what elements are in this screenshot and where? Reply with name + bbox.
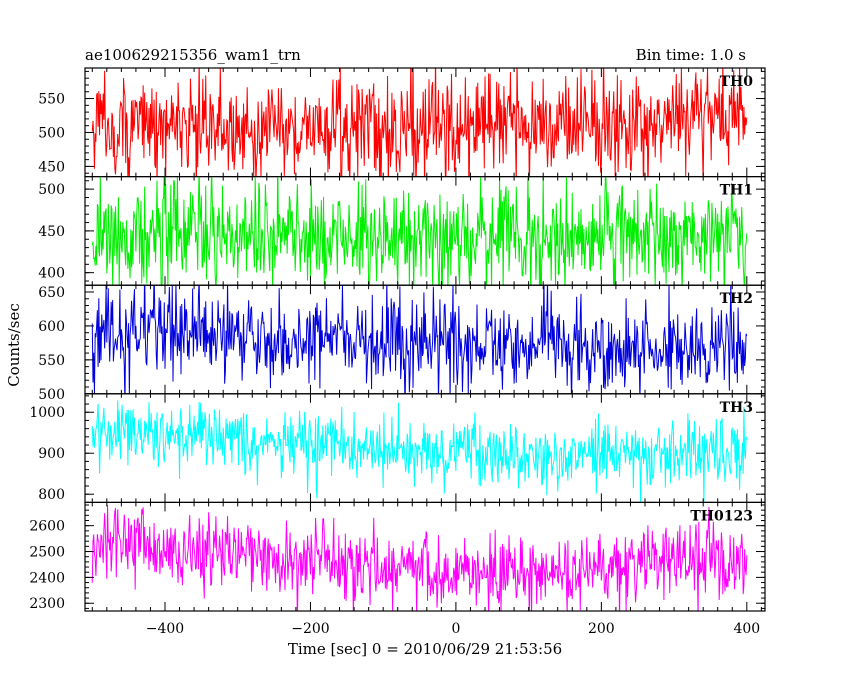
panel-th2: 500 550 600 650 TH2 [38, 284, 766, 403]
y-tick-label: 500 [38, 182, 65, 198]
series-line-th0 [91, 68, 748, 177]
panel-name-label: TH2 [720, 291, 753, 307]
panel-th0123: 2300 2400 2500 2600 TH0123 [29, 501, 766, 612]
y-tick-label: 2600 [29, 519, 65, 535]
panel-name-label: TH0 [720, 74, 754, 90]
y-tick-label: 400 [38, 266, 65, 282]
y-tick-label: 2300 [29, 596, 65, 612]
panel-name-label: TH1 [720, 183, 753, 199]
x-tick-label: −400 [146, 621, 184, 637]
y-tick-label: 800 [38, 487, 65, 503]
bin-time-label: Bin time: 1.0 s [636, 46, 746, 64]
x-tick-label: 400 [733, 621, 760, 637]
y-tick-label: 550 [38, 92, 65, 108]
panels-group: 450 500 550 TH0 400 450 500 TH1 500 550 600 650 TH2 8… [29, 67, 766, 637]
y-tick-label: 2400 [29, 570, 65, 586]
panel-name-label: TH0123 [690, 508, 753, 524]
x-tick-label: 0 [451, 621, 460, 637]
chart-title: ae100629215356_wam1_trn [85, 46, 301, 64]
y-tick-label: 600 [38, 319, 65, 335]
series-line-th0123 [91, 504, 748, 611]
y-tick-label: 650 [38, 285, 65, 301]
y-tick-label: 550 [38, 353, 65, 369]
series-line-th3 [91, 400, 748, 503]
x-tick-label: 200 [588, 621, 615, 637]
y-tick-label: 1000 [29, 405, 65, 421]
y-tick-label: 900 [38, 446, 65, 462]
y-tick-label: 500 [38, 387, 65, 403]
y-tick-label: 450 [38, 224, 65, 240]
panel-name-label: TH3 [720, 400, 753, 416]
y-tick-label: 500 [38, 125, 65, 141]
x-axis-label: Time [sec] 0 = 2010/06/29 21:53:56 [288, 640, 562, 658]
y-tick-label: 2500 [29, 545, 65, 561]
y-tick-label: 450 [38, 159, 65, 175]
series-line-th1 [91, 176, 748, 286]
y-axis-label: Counts/sec [5, 303, 23, 387]
panel-th1: 400 450 500 TH1 [38, 176, 766, 286]
panel-th3: 800 900 1000 TH3 [29, 393, 766, 503]
x-tick-label: −200 [291, 621, 329, 637]
series-line-th2 [91, 285, 748, 394]
